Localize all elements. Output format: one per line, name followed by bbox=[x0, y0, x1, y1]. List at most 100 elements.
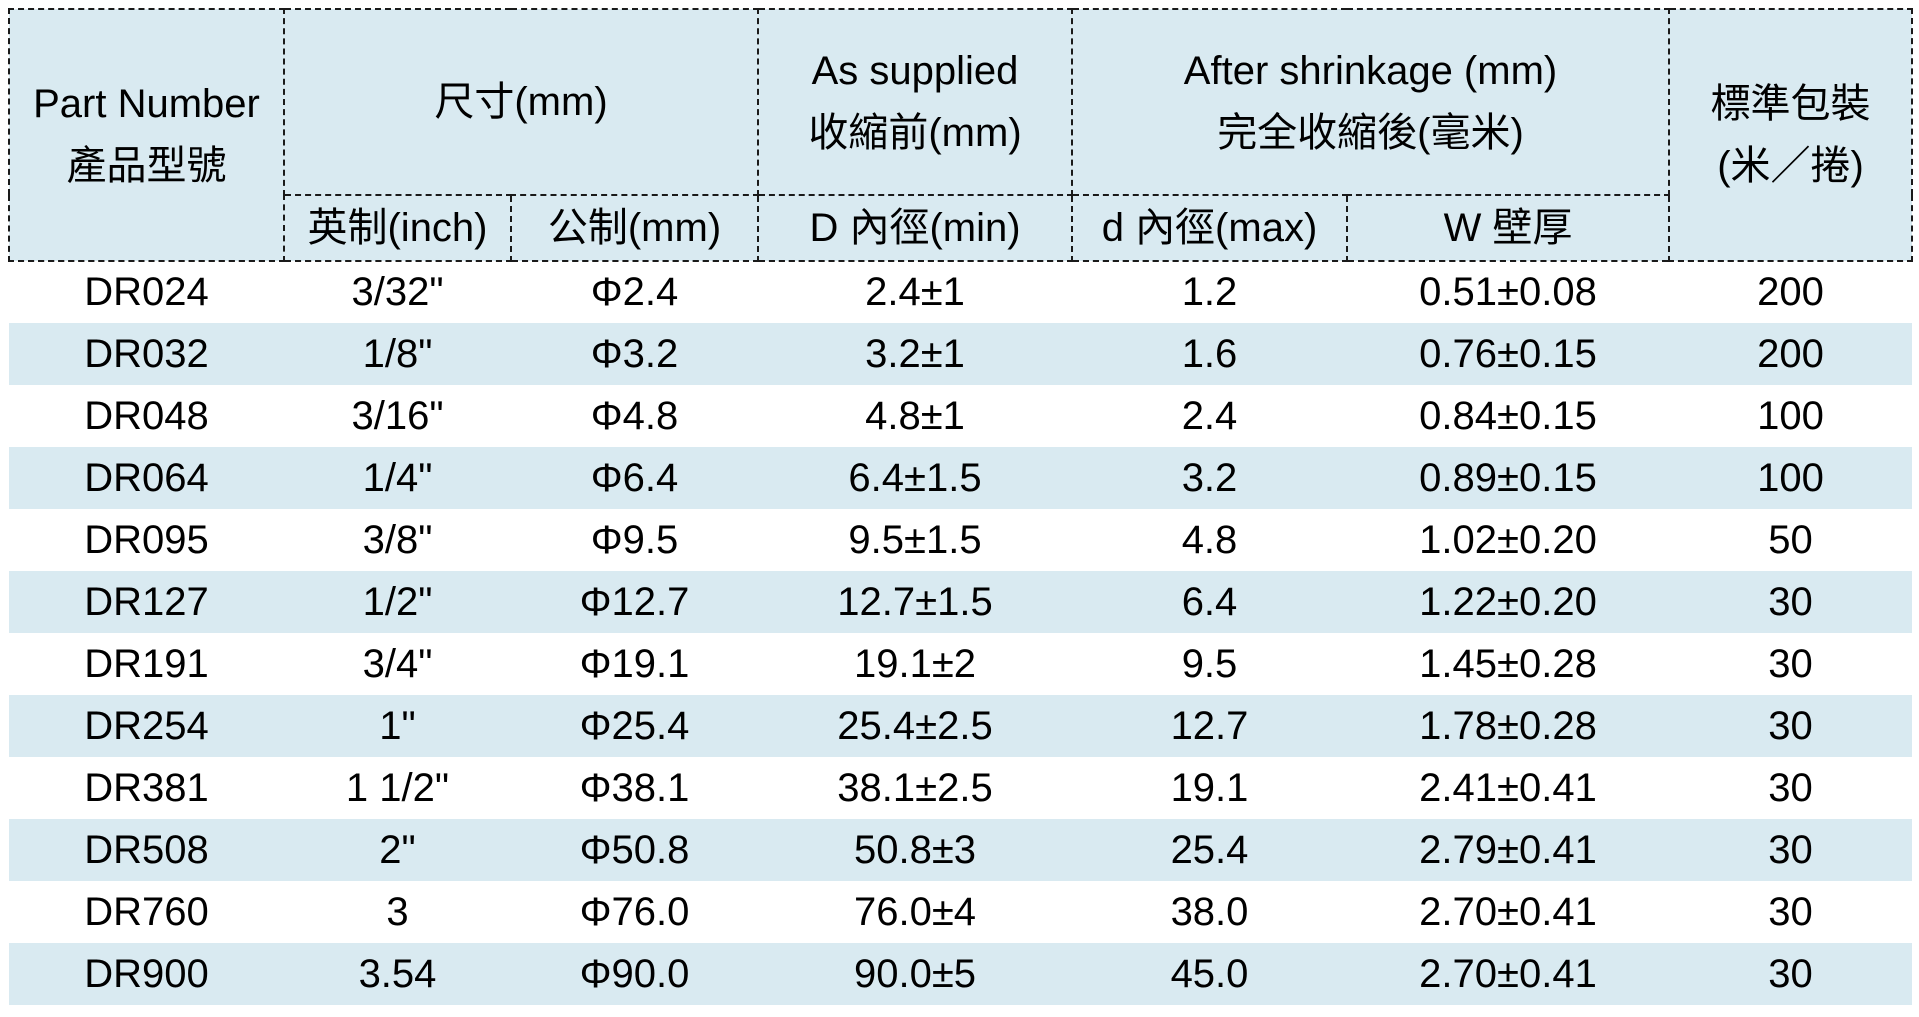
cell-d-inner-max: 4.8 bbox=[1072, 509, 1347, 571]
cell-part-number: DR254 bbox=[9, 695, 284, 757]
table-body: DR024 3/32" Φ2.4 2.4±1 1.2 0.51±0.08 200 DR032 1… bbox=[9, 261, 1913, 1005]
cell-d-inner-min: 19.1±2 bbox=[758, 633, 1072, 695]
cell-d-inner-max: 45.0 bbox=[1072, 943, 1347, 1005]
cell-d-inner-min: 12.7±1.5 bbox=[758, 571, 1072, 633]
cell-wall-thickness: 1.22±0.20 bbox=[1347, 571, 1670, 633]
cell-wall-thickness: 2.79±0.41 bbox=[1347, 819, 1670, 881]
cell-d-inner-max: 1.6 bbox=[1072, 323, 1347, 385]
cell-d-inner-max: 25.4 bbox=[1072, 819, 1347, 881]
table-row: DR048 3/16" Φ4.8 4.8±1 2.4 0.84±0.15 100 bbox=[9, 385, 1913, 447]
cell-metric-size: Φ76.0 bbox=[511, 881, 758, 943]
header-after-shrinkage: After shrinkage (mm) 完全收縮後(毫米) bbox=[1070, 8, 1671, 196]
cell-packaging: 200 bbox=[1669, 261, 1913, 323]
cell-metric-size: Φ25.4 bbox=[511, 695, 758, 757]
cell-packaging: 100 bbox=[1669, 385, 1913, 447]
cell-wall-thickness: 0.89±0.15 bbox=[1347, 447, 1670, 509]
cell-d-inner-min: 76.0±4 bbox=[758, 881, 1072, 943]
cell-wall-thickness: 2.70±0.41 bbox=[1347, 881, 1670, 943]
cell-d-inner-min: 3.2±1 bbox=[758, 323, 1072, 385]
cell-metric-size: Φ4.8 bbox=[511, 385, 758, 447]
cell-d-inner-min: 2.4±1 bbox=[758, 261, 1072, 323]
cell-d-inner-max: 19.1 bbox=[1072, 757, 1347, 819]
cell-inch-size: 1" bbox=[284, 695, 511, 757]
cell-d-inner-max: 9.5 bbox=[1072, 633, 1347, 695]
cell-d-inner-max: 12.7 bbox=[1072, 695, 1347, 757]
header-part-number-zh: 產品型號 bbox=[66, 144, 227, 188]
header-part-number: Part Number 產品型號 bbox=[8, 8, 285, 262]
cell-inch-size: 2" bbox=[284, 819, 511, 881]
cell-inch-size: 3 bbox=[284, 881, 511, 943]
cell-part-number: DR381 bbox=[9, 757, 284, 819]
cell-wall-thickness: 0.76±0.15 bbox=[1347, 323, 1670, 385]
cell-part-number: DR760 bbox=[9, 881, 284, 943]
header-after-shrinkage-en: After shrinkage (mm) bbox=[1183, 49, 1558, 93]
cell-inch-size: 1 1/2" bbox=[284, 757, 511, 819]
table-row: DR508 2" Φ50.8 50.8±3 25.4 2.79±0.41 30 bbox=[9, 819, 1913, 881]
cell-packaging: 30 bbox=[1669, 633, 1913, 695]
cell-part-number: DR048 bbox=[9, 385, 284, 447]
spec-table: Part Number 產品型號 尺寸(mm) As supplied 收縮前(… bbox=[8, 8, 1914, 1005]
table-header: Part Number 產品型號 尺寸(mm) As supplied 收縮前(… bbox=[8, 8, 1914, 262]
header-d-inner-min: D 內徑(min) bbox=[757, 194, 1073, 262]
header-d-inner-max: d 內徑(max) bbox=[1071, 194, 1348, 262]
header-part-number-en: Part Number bbox=[33, 82, 260, 126]
cell-d-inner-min: 9.5±1.5 bbox=[758, 509, 1072, 571]
cell-packaging: 30 bbox=[1669, 757, 1913, 819]
header-packaging-line2: (米／捲) bbox=[1717, 144, 1864, 188]
cell-packaging: 30 bbox=[1669, 571, 1913, 633]
header-as-supplied-en: As supplied bbox=[811, 49, 1019, 93]
cell-wall-thickness: 1.02±0.20 bbox=[1347, 509, 1670, 571]
cell-d-inner-max: 3.2 bbox=[1072, 447, 1347, 509]
cell-d-inner-min: 90.0±5 bbox=[758, 943, 1072, 1005]
cell-packaging: 30 bbox=[1669, 819, 1913, 881]
table-row: DR760 3 Φ76.0 76.0±4 38.0 2.70±0.41 30 bbox=[9, 881, 1913, 943]
cell-inch-size: 3/4" bbox=[284, 633, 511, 695]
header-as-supplied: As supplied 收縮前(mm) bbox=[757, 8, 1073, 196]
cell-part-number: DR191 bbox=[9, 633, 284, 695]
cell-part-number: DR095 bbox=[9, 509, 284, 571]
cell-metric-size: Φ6.4 bbox=[511, 447, 758, 509]
header-packaging: 標準包裝 (米／捲) bbox=[1668, 8, 1914, 262]
cell-inch-size: 3.54 bbox=[284, 943, 511, 1005]
cell-part-number: DR032 bbox=[9, 323, 284, 385]
cell-wall-thickness: 2.70±0.41 bbox=[1347, 943, 1670, 1005]
cell-inch-size: 1/8" bbox=[284, 323, 511, 385]
cell-metric-size: Φ19.1 bbox=[511, 633, 758, 695]
cell-metric-size: Φ12.7 bbox=[511, 571, 758, 633]
cell-d-inner-max: 38.0 bbox=[1072, 881, 1347, 943]
cell-wall-thickness: 0.51±0.08 bbox=[1347, 261, 1670, 323]
cell-metric-size: Φ50.8 bbox=[511, 819, 758, 881]
cell-inch-size: 1/4" bbox=[284, 447, 511, 509]
cell-d-inner-max: 2.4 bbox=[1072, 385, 1347, 447]
table-row: DR127 1/2" Φ12.7 12.7±1.5 6.4 1.22±0.20 30 bbox=[9, 571, 1913, 633]
table-row: DR381 1 1/2" Φ38.1 38.1±2.5 19.1 2.41±0.41 30 bbox=[9, 757, 1913, 819]
cell-metric-size: Φ2.4 bbox=[511, 261, 758, 323]
cell-packaging: 200 bbox=[1669, 323, 1913, 385]
cell-d-inner-min: 25.4±2.5 bbox=[758, 695, 1072, 757]
cell-inch-size: 3/32" bbox=[284, 261, 511, 323]
table-row: DR191 3/4" Φ19.1 19.1±2 9.5 1.45±0.28 30 bbox=[9, 633, 1913, 695]
cell-packaging: 30 bbox=[1669, 881, 1913, 943]
cell-d-inner-min: 4.8±1 bbox=[758, 385, 1072, 447]
cell-packaging: 100 bbox=[1669, 447, 1913, 509]
cell-packaging: 50 bbox=[1669, 509, 1913, 571]
header-packaging-line1: 標準包裝 bbox=[1710, 82, 1871, 126]
header-after-shrinkage-zh: 完全收縮後(毫米) bbox=[1217, 111, 1524, 155]
cell-inch-size: 3/16" bbox=[284, 385, 511, 447]
cell-wall-thickness: 2.41±0.41 bbox=[1347, 757, 1670, 819]
cell-inch-size: 1/2" bbox=[284, 571, 511, 633]
cell-part-number: DR900 bbox=[9, 943, 284, 1005]
cell-d-inner-min: 38.1±2.5 bbox=[758, 757, 1072, 819]
cell-metric-size: Φ3.2 bbox=[511, 323, 758, 385]
table-row: DR064 1/4" Φ6.4 6.4±1.5 3.2 0.89±0.15 100 bbox=[9, 447, 1913, 509]
cell-part-number: DR127 bbox=[9, 571, 284, 633]
cell-part-number: DR064 bbox=[9, 447, 284, 509]
cell-part-number: DR508 bbox=[9, 819, 284, 881]
cell-wall-thickness: 0.84±0.15 bbox=[1347, 385, 1670, 447]
cell-metric-size: Φ9.5 bbox=[511, 509, 758, 571]
cell-packaging: 30 bbox=[1669, 695, 1913, 757]
cell-d-inner-max: 1.2 bbox=[1072, 261, 1347, 323]
cell-wall-thickness: 1.78±0.28 bbox=[1347, 695, 1670, 757]
table-row: DR032 1/8" Φ3.2 3.2±1 1.6 0.76±0.15 200 bbox=[9, 323, 1913, 385]
